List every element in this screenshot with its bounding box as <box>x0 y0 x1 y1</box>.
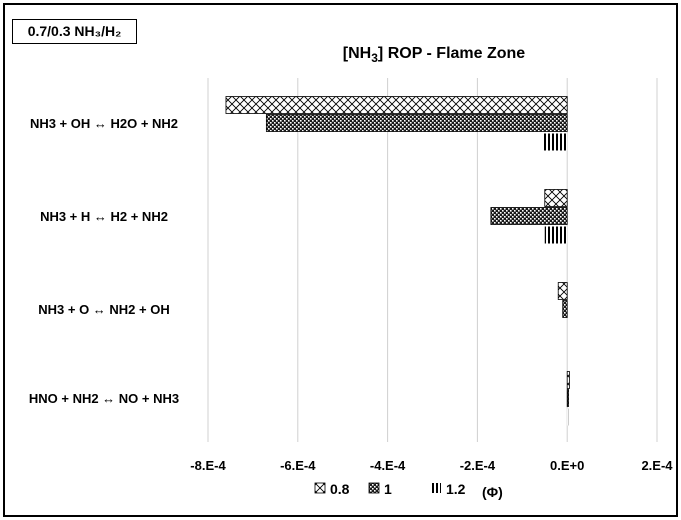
bar-1-0 <box>265 114 568 132</box>
legend-swatch-1.2 <box>431 483 441 493</box>
chart-title: [NH3] ROP - Flame Zone <box>343 45 526 65</box>
x-tick-label: -6.E-4 <box>280 458 316 473</box>
category-label: HNO + NH2 ↔ NO + NH3 <box>29 391 179 406</box>
category-label: NH3 + O ↔ NH2 + OH <box>38 302 169 317</box>
bar-0.8-3 <box>566 371 570 389</box>
bar-1-3 <box>566 389 569 407</box>
x-tick-labels: -8.E-4 -6.E-4 -4.E-4 -2.E-4 0.E+0 2.E-4 <box>190 458 673 473</box>
x-tick-label: -2.E-4 <box>460 458 496 473</box>
category-label: NH3 + H ↔ H2 + NH2 <box>40 209 168 224</box>
bar-1-1 <box>490 207 568 225</box>
category-labels: NH3 + OH ↔ H2O + NH2 NH3 + H ↔ H2 + NH2 NH… <box>29 116 179 406</box>
bar-1.2-3 <box>567 408 569 426</box>
x-tick-label: -4.E-4 <box>370 458 406 473</box>
legend-label: 0.8 <box>330 481 350 497</box>
legend: 0.8 1 1.2 (Φ) <box>314 481 503 500</box>
x-tick-label: -8.E-4 <box>190 458 226 473</box>
bar-0.8-0 <box>225 96 568 114</box>
x-tick-label: 2.E-4 <box>641 458 673 473</box>
legend-label: 1.2 <box>446 481 466 497</box>
x-tick-label: 0.E+0 <box>550 458 584 473</box>
bar-0.8-1 <box>544 189 568 207</box>
bar-0.8-2 <box>557 282 568 300</box>
legend-swatch-0.8 <box>314 482 326 494</box>
figure-frame <box>3 3 678 517</box>
mixture-label-box: 0.7/0.3 NH₃/H₂ <box>12 19 137 44</box>
bar-1.2-0 <box>542 133 568 151</box>
legend-swatch-1 <box>368 482 380 494</box>
legend-label: 1 <box>384 481 392 497</box>
category-label: NH3 + OH ↔ H2O + NH2 <box>30 116 178 131</box>
bar-1-2 <box>562 300 568 318</box>
legend-phi-suffix: (Φ) <box>482 484 503 500</box>
bar-1.2-1 <box>544 226 568 244</box>
gridlines <box>207 78 658 442</box>
bars <box>225 96 570 426</box>
